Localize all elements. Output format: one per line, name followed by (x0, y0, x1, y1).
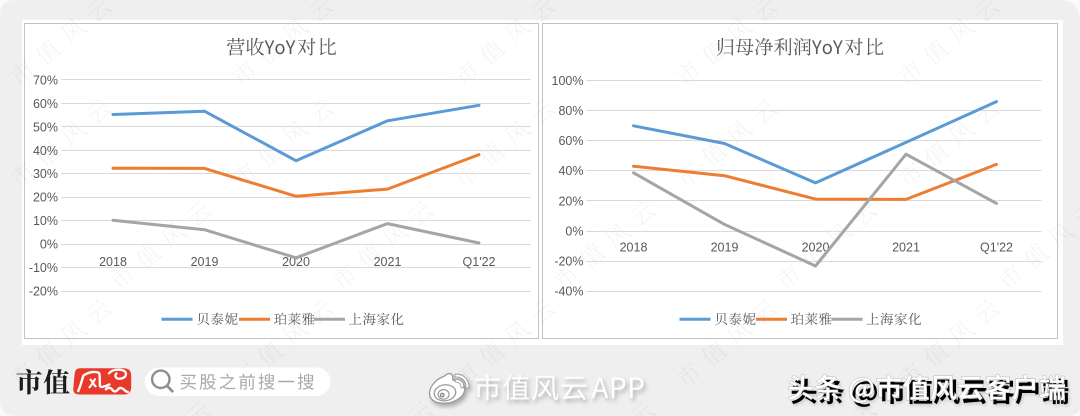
svg-text:20%: 20% (558, 194, 583, 208)
svg-text:40%: 40% (558, 164, 583, 178)
svg-text:-20%: -20% (554, 255, 583, 269)
svg-text:2018: 2018 (99, 255, 127, 269)
svg-text:60%: 60% (558, 134, 583, 148)
svg-text:30%: 30% (33, 167, 58, 181)
svg-text:2019: 2019 (191, 255, 219, 269)
svg-text:2020: 2020 (802, 241, 830, 255)
svg-text:20%: 20% (33, 191, 58, 205)
svg-text:100%: 100% (552, 74, 584, 88)
svg-text:-40%: -40% (554, 285, 583, 299)
svg-text:0%: 0% (40, 238, 58, 252)
svg-text:2018: 2018 (620, 241, 648, 255)
svg-text:80%: 80% (558, 104, 583, 118)
svg-text:Q1'22: Q1'22 (980, 241, 1013, 255)
svg-text:70%: 70% (33, 73, 58, 87)
svg-text:-20%: -20% (29, 285, 58, 299)
svg-text:40%: 40% (33, 144, 58, 158)
svg-text:0%: 0% (565, 224, 583, 238)
svg-text:10%: 10% (33, 214, 58, 228)
svg-text:2019: 2019 (711, 241, 739, 255)
svg-text:Q1'22: Q1'22 (463, 255, 496, 269)
svg-text:-10%: -10% (29, 261, 58, 275)
svg-text:2020: 2020 (282, 255, 310, 269)
svg-text:60%: 60% (33, 97, 58, 111)
svg-text:2021: 2021 (374, 255, 402, 269)
svg-text:50%: 50% (33, 120, 58, 134)
svg-text:2021: 2021 (892, 241, 920, 255)
